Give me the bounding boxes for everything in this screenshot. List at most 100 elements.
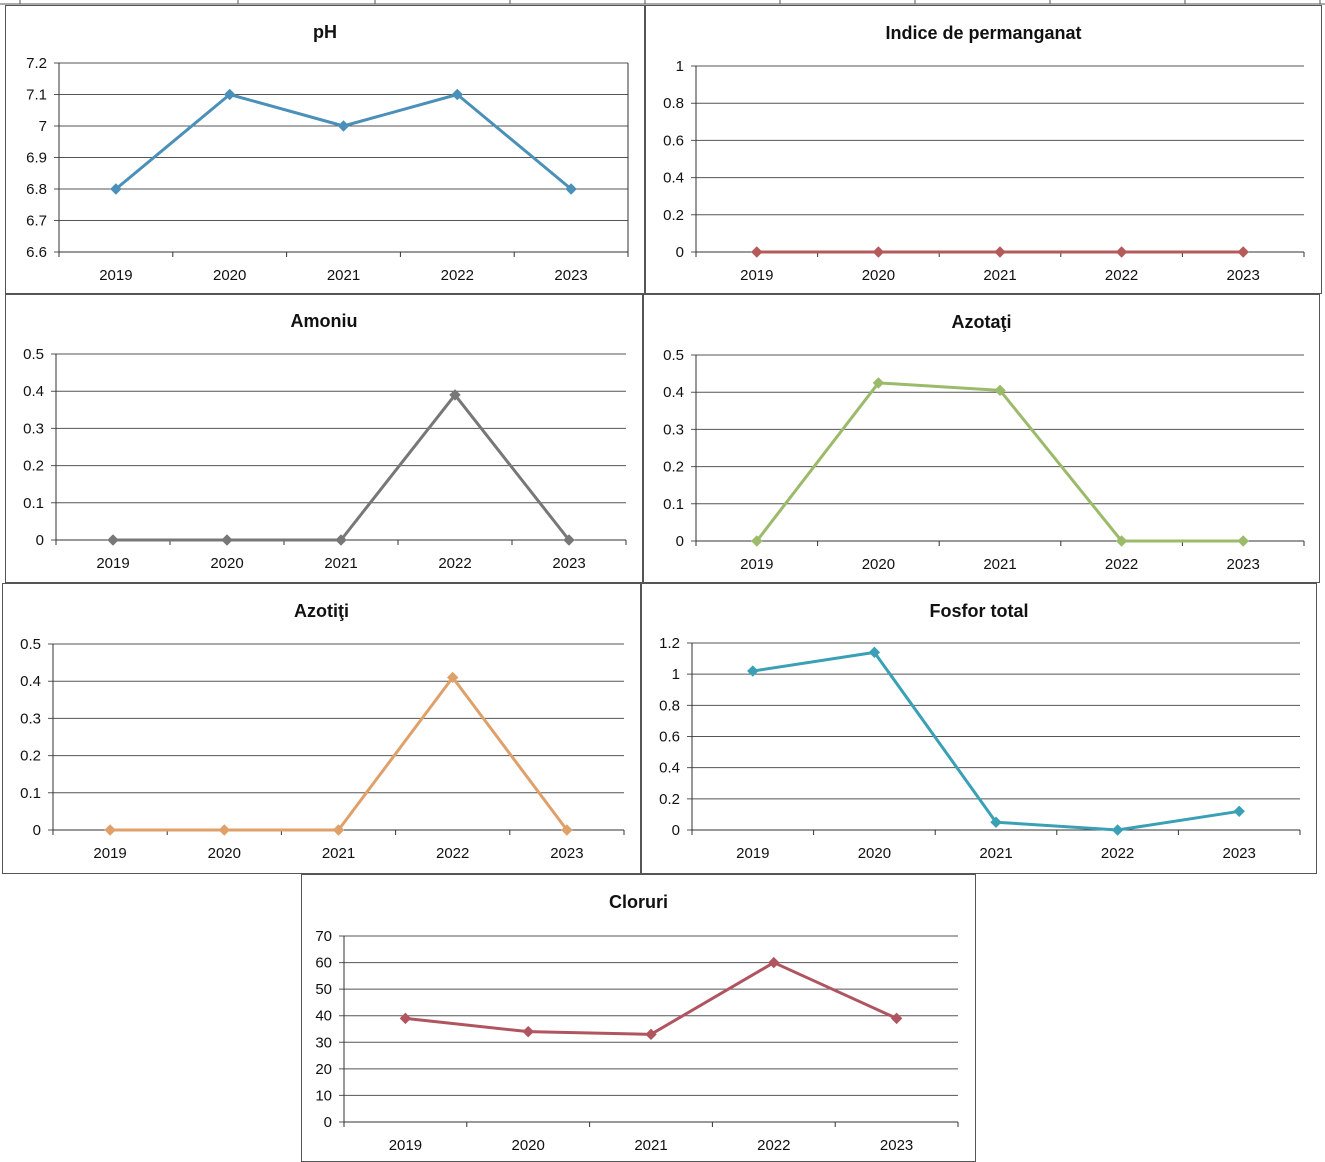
chart-title: pH	[313, 22, 337, 42]
y-tick-label: 1.2	[659, 635, 680, 652]
chart-svg: Cloruri 0 10 20 30 40 50 60 70 2019 2020 2021 2022 20…	[315, 892, 959, 1154]
y-tick-label: 0.5	[20, 636, 41, 653]
chart-title: Azotaţi	[952, 312, 1012, 332]
y-tick-label: 70	[315, 928, 332, 945]
data-point	[868, 646, 881, 659]
x-tick-label: 2020	[512, 1137, 545, 1154]
y-tick-label: 0.4	[23, 383, 44, 400]
chart-svg: Amoniu 0 0.1 0.2 0.3 0.4 0.5 2019 2020 2021 2022 20…	[23, 311, 627, 572]
data-point	[218, 824, 231, 836]
y-tick-label: 0.2	[23, 458, 44, 475]
chart-svg: Azotiţi 0 0.1 0.2 0.3 0.4 0.5 2019 2020 2021 2022 2…	[20, 601, 625, 862]
x-tick-label: 2021	[634, 1137, 667, 1154]
x-tick-label: 2019	[740, 556, 773, 573]
data-point	[1115, 535, 1128, 547]
data-point	[751, 535, 763, 547]
chart-svg: Fosfor total 0 0.2 0.4 0.6 0.8 1 1.2 2019 2020 202…	[659, 601, 1301, 862]
y-tick-label: 40	[315, 1008, 332, 1025]
y-tick-label: 0	[676, 533, 684, 550]
series-line	[110, 675, 569, 832]
x-tick-label: 2021	[327, 267, 360, 284]
x-tick-label: 2022	[757, 1137, 790, 1154]
data-point	[104, 824, 116, 836]
y-tick-label: 7.2	[26, 55, 47, 72]
y-tick-label: 0.4	[20, 673, 41, 690]
chart-svg: Azotaţi 0 0.1 0.2 0.3 0.4 0.5 2019 2020 2021 2022 2…	[663, 312, 1305, 573]
data-point	[446, 671, 459, 684]
chart-title: Azotiţi	[294, 601, 349, 621]
data-point	[399, 1012, 412, 1025]
data-point	[1237, 535, 1249, 547]
y-tick-label: 0.1	[663, 496, 684, 513]
data-point	[561, 824, 573, 836]
y-tick-label: 20	[315, 1061, 332, 1078]
data-point	[1111, 824, 1124, 836]
y-tick-label: 0.4	[663, 170, 684, 187]
series-line	[752, 650, 1240, 832]
y-tick-label: 0.2	[659, 791, 680, 808]
y-tick-label: 6.9	[26, 150, 47, 167]
y-tick-label: 0.4	[663, 384, 684, 401]
data-point	[335, 534, 347, 546]
series-line	[405, 961, 898, 1036]
y-tick-label: 0.6	[659, 729, 680, 746]
data-point	[332, 824, 345, 836]
x-tick-label: 2022	[438, 555, 471, 572]
x-tick-label: 2021	[983, 267, 1016, 284]
y-tick-label: 60	[315, 955, 332, 972]
data-point	[645, 1028, 657, 1041]
y-tick-label: 0	[33, 822, 41, 839]
x-tick-label: 2022	[1101, 845, 1134, 862]
y-tick-label: 0.5	[663, 347, 684, 364]
data-point	[223, 88, 236, 101]
y-tick-label: 0.2	[20, 748, 41, 765]
y-tick-label: 50	[315, 981, 332, 998]
x-tick-label: 2020	[210, 555, 243, 572]
x-tick-label: 2023	[550, 845, 583, 862]
data-point	[994, 384, 1006, 397]
x-tick-label: 2019	[389, 1137, 422, 1154]
chart-panel-amoniu: Amoniu 0 0.1 0.2 0.3 0.4 0.5 2019 2020 2021 2022 20…	[5, 294, 643, 583]
data-point	[221, 534, 233, 546]
x-tick-label: 2020	[208, 845, 241, 862]
data-point	[1115, 246, 1128, 258]
y-tick-label: 0	[36, 532, 44, 549]
y-tick-label: 0	[676, 244, 684, 261]
x-tick-label: 2023	[1223, 845, 1256, 862]
data-point	[522, 1025, 534, 1038]
y-tick-label: 6.6	[26, 244, 47, 261]
y-tick-label: 0.2	[663, 207, 684, 224]
chart-title: Amoniu	[291, 311, 358, 331]
chart-panel-cloruri: Cloruri 0 10 20 30 40 50 60 70 2019 2020 2021 2022 20…	[301, 874, 976, 1162]
series-line	[114, 93, 573, 191]
data-point	[872, 377, 885, 389]
chart-svg: Indice de permanganat 0 0.2 0.4 0.6 0.8 1 2019 2…	[663, 23, 1305, 284]
series-line	[755, 381, 1244, 543]
y-tick-label: 0.1	[23, 495, 44, 512]
data-point	[563, 534, 575, 546]
chart-panel-ph: pH 6.6 6.7 6.8 6.9 7 7.1 7.2 2019 2020 2021 2022 202…	[5, 5, 645, 294]
data-point	[1233, 805, 1245, 818]
y-tick-label: 0.3	[20, 710, 41, 727]
top-table-strip	[0, 0, 1325, 5]
y-tick-label: 30	[315, 1034, 332, 1051]
chart-svg: pH 6.6 6.7 6.8 6.9 7 7.1 7.2 2019 2020 2021 2022 202…	[26, 22, 629, 284]
x-tick-label: 2023	[880, 1137, 913, 1154]
y-tick-label: 0.5	[23, 346, 44, 363]
x-tick-label: 2020	[858, 845, 891, 862]
x-tick-label: 2022	[441, 267, 474, 284]
x-tick-label: 2022	[1105, 267, 1138, 284]
chart-panel-fosfor-total: Fosfor total 0 0.2 0.4 0.6 0.8 1 1.2 2019 2020 202…	[641, 583, 1317, 874]
chart-panel-azotati: Azotaţi 0 0.1 0.2 0.3 0.4 0.5 2019 2020 2021 2022 2…	[643, 294, 1320, 583]
x-tick-label: 2019	[740, 267, 773, 284]
data-point	[872, 246, 885, 258]
y-tick-label: 0.3	[23, 420, 44, 437]
y-tick-label: 7.1	[26, 87, 47, 104]
data-point	[768, 956, 780, 969]
x-tick-label: 2019	[93, 845, 126, 862]
x-tick-label: 2021	[322, 845, 355, 862]
y-tick-label: 0.6	[663, 132, 684, 149]
x-tick-label: 2019	[99, 267, 132, 284]
x-tick-label: 2023	[1227, 556, 1260, 573]
y-tick-label: 0.8	[659, 697, 680, 714]
